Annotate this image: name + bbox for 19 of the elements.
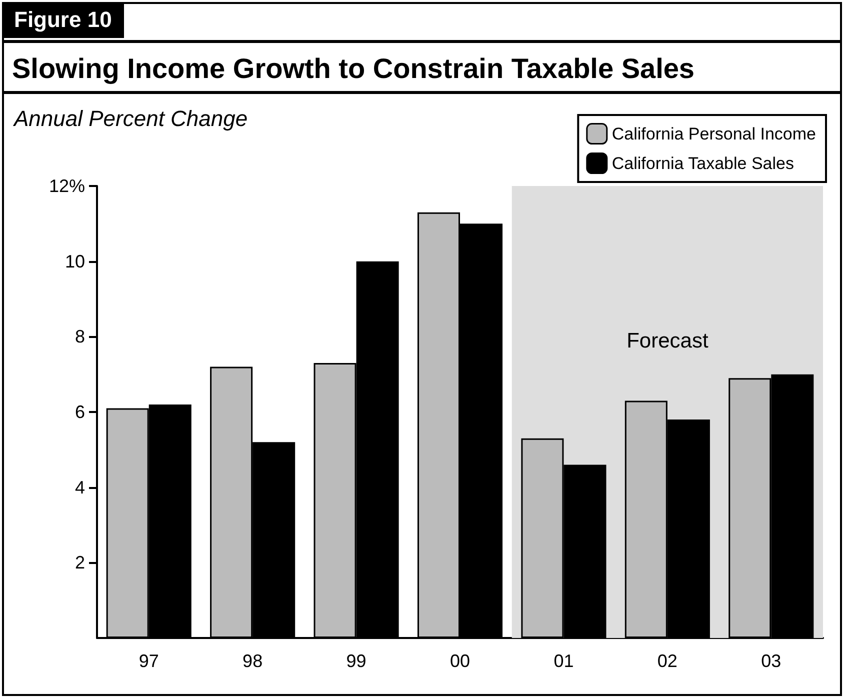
y-tick-label: 4 [74,477,85,498]
y-axis-title: Annual Percent Change [14,106,248,132]
x-tick-label: 97 [138,651,159,671]
y-tick-label: 6 [74,402,85,422]
y-tick-label: 10 [64,251,85,272]
y-tick-label: 2 [74,552,85,573]
x-tick-label: 02 [657,651,678,671]
x-tick-label: 98 [242,651,263,671]
y-tick-label: 12% [48,176,85,196]
chart-title: Slowing Income Growth to Constrain Taxable Sales [2,40,842,94]
x-tick-label: 03 [761,651,782,671]
band-label: Forecast [626,330,708,353]
x-tick-label: 00 [450,651,470,671]
legend-label: California Taxable Sales [612,154,794,173]
caption: Figure 10 [2,2,124,38]
y-tick-label: 8 [74,326,85,347]
x-tick-label: 99 [346,651,366,671]
x-tick-label: 01 [554,651,574,671]
legend-label: California Personal Income [612,124,816,144]
